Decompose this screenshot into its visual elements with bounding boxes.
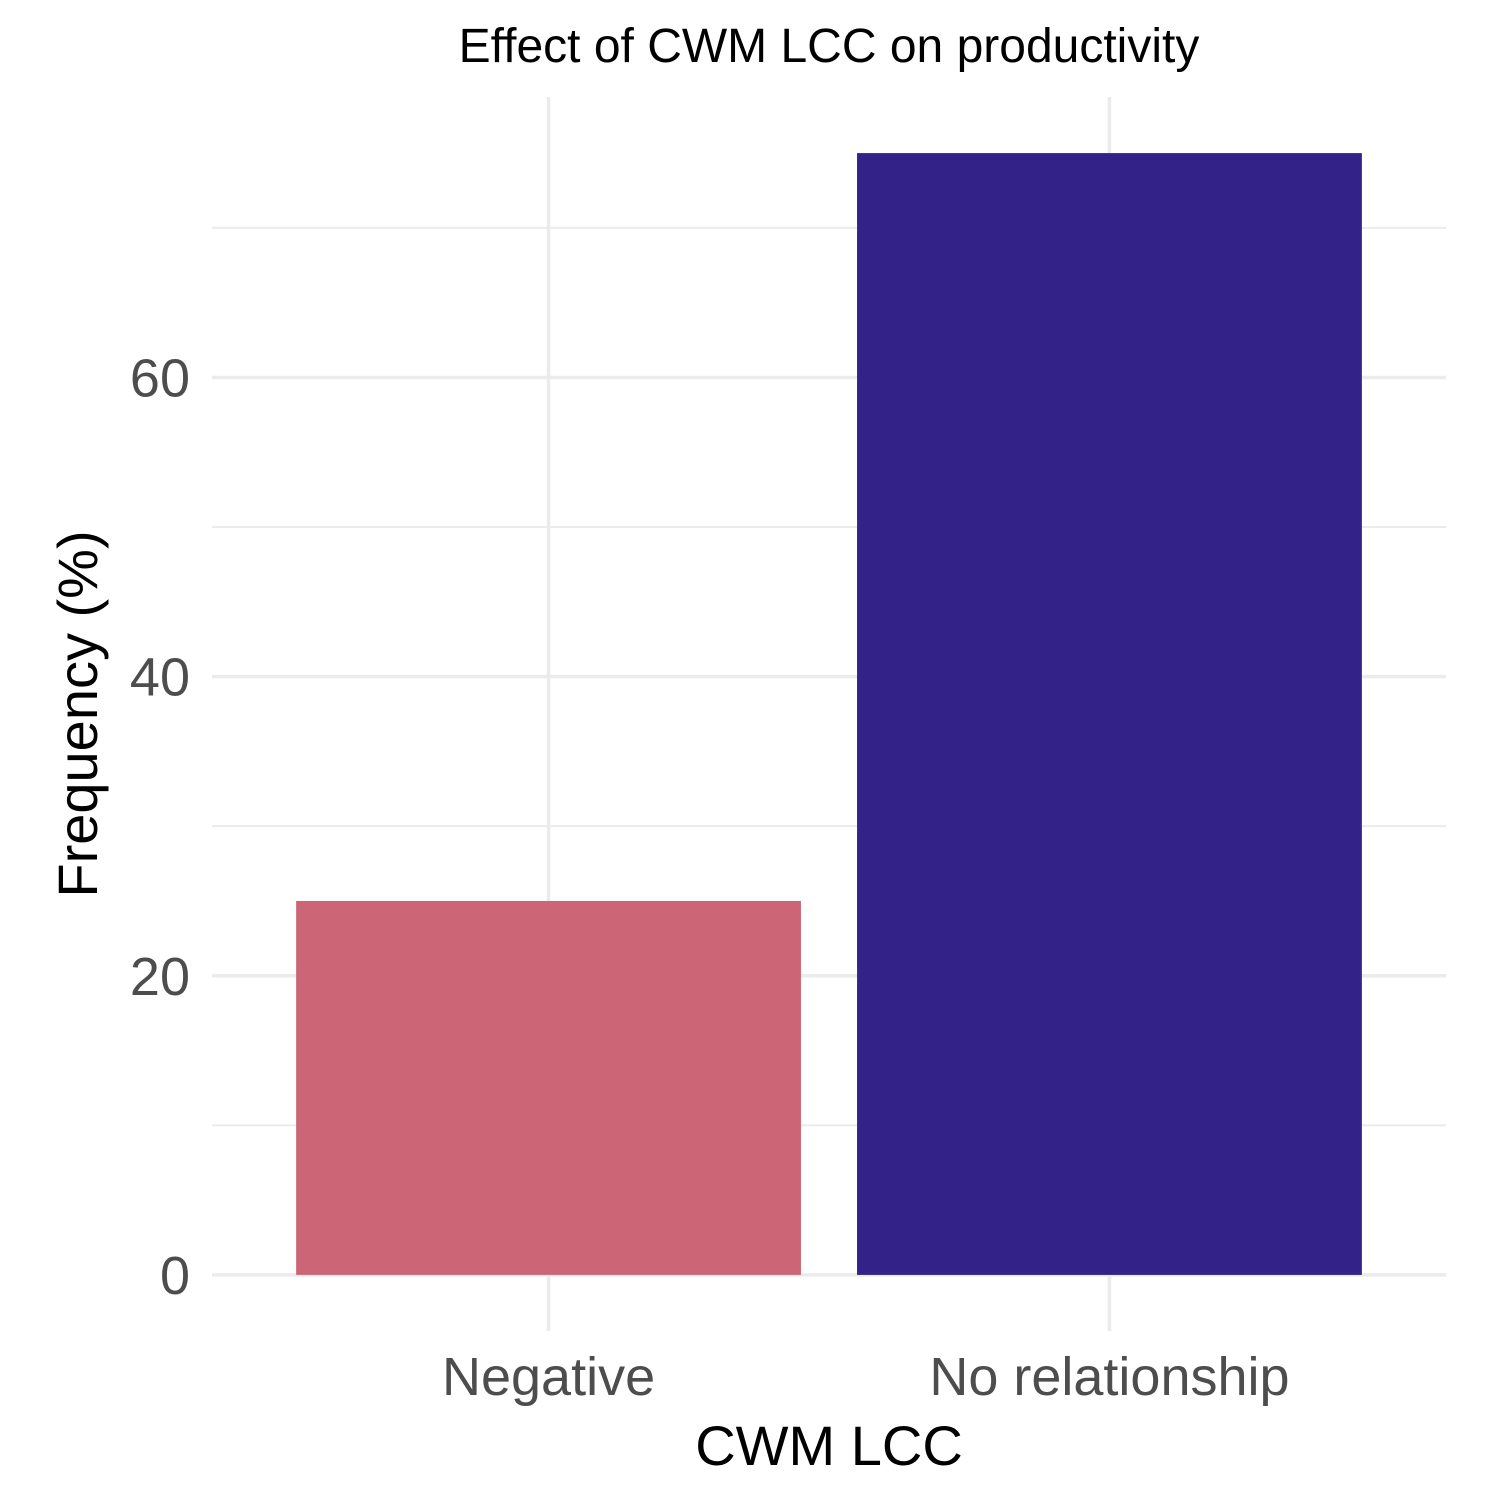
chart-title: Effect of CWM LCC on productivity — [459, 20, 1200, 73]
x-axis-title: CWM LCC — [695, 1414, 963, 1477]
bar-negative — [296, 900, 801, 1275]
y-tick-label: 40 — [130, 648, 190, 708]
y-axis-title: Frequency (%) — [46, 530, 109, 897]
y-tick-label: 20 — [130, 947, 190, 1007]
bar-no-relationship — [857, 153, 1362, 1275]
y-tick-label: 60 — [130, 348, 190, 408]
x-axis-ticks: Negative No relationship — [442, 1347, 1290, 1407]
bars — [296, 153, 1362, 1275]
x-tick-label: Negative — [442, 1347, 655, 1407]
y-tick-label: 0 — [160, 1246, 190, 1306]
y-axis-ticks: 0 20 40 60 — [130, 348, 190, 1305]
x-tick-label: No relationship — [929, 1347, 1289, 1407]
